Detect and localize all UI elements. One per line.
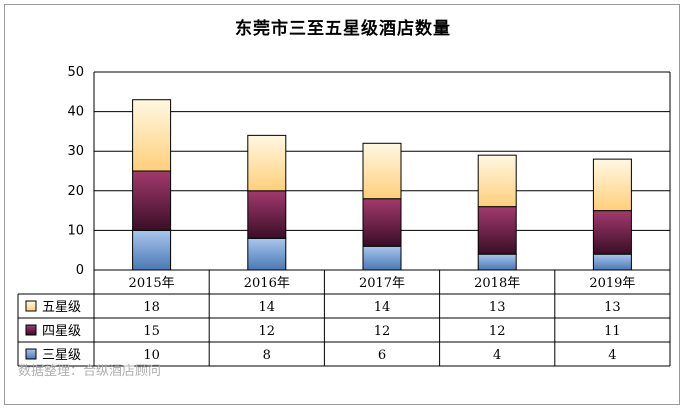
bar-segment — [477, 154, 517, 208]
data-label: 10 — [143, 348, 160, 363]
x-category-label: 2019年 — [589, 276, 635, 291]
data-label: 18 — [143, 300, 160, 315]
bar-segment — [132, 99, 172, 172]
bar-segment — [362, 245, 402, 271]
y-tick-label: 0 — [76, 263, 84, 278]
y-tick-label: 50 — [67, 65, 84, 80]
data-label: 12 — [374, 324, 391, 339]
bar-segment — [247, 190, 287, 239]
data-label: 12 — [259, 324, 276, 339]
bar-segment — [362, 198, 402, 247]
data-label: 4 — [608, 348, 616, 363]
bar-segment — [477, 206, 517, 255]
legend-swatch — [25, 348, 37, 360]
data-label: 4 — [493, 348, 501, 363]
bar-segment — [592, 158, 632, 212]
bar-segment — [247, 134, 287, 192]
legend-swatch — [25, 300, 37, 312]
legend-swatch — [25, 324, 37, 336]
y-tick-label: 40 — [67, 105, 84, 120]
legend-label: 四星级 — [42, 324, 81, 339]
bar-segment — [362, 142, 402, 200]
y-tick-label: 30 — [67, 144, 84, 159]
x-category-label: 2017年 — [359, 276, 405, 291]
data-label: 13 — [604, 300, 621, 315]
data-label: 14 — [259, 300, 276, 315]
data-label: 13 — [489, 300, 506, 315]
bar-segment — [592, 253, 632, 271]
source-note: 数据整理：合纵酒店顾问 — [18, 364, 162, 379]
chart-frame — [4, 4, 680, 405]
legend-label: 五星级 — [42, 300, 81, 315]
bar-segment — [592, 210, 632, 255]
y-tick-label: 10 — [67, 223, 84, 238]
data-label: 12 — [489, 324, 506, 339]
x-category-label: 2016年 — [244, 276, 290, 291]
y-tick-label: 20 — [67, 184, 84, 199]
x-category-label: 2018年 — [474, 276, 520, 291]
chart-title: 东莞市三至五星级酒店数量 — [235, 19, 451, 39]
legend-label: 三星级 — [42, 348, 81, 363]
bars-layer — [132, 99, 632, 271]
data-label: 15 — [143, 324, 160, 339]
data-label: 14 — [374, 300, 391, 315]
bar-segment — [477, 253, 517, 271]
bar-segment — [132, 229, 172, 271]
bar-segment — [132, 170, 172, 231]
data-label: 11 — [604, 324, 621, 339]
data-label: 8 — [263, 348, 271, 363]
bar-segment — [247, 237, 287, 271]
x-category-label: 2015年 — [129, 276, 175, 291]
data-label: 6 — [378, 348, 386, 363]
